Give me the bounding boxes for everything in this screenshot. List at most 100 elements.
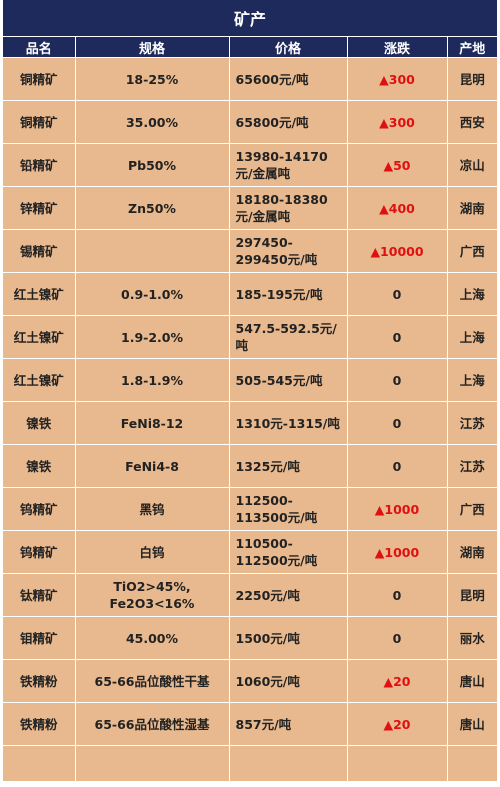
cell-name: 钛精矿 (3, 574, 75, 617)
cell-price: 857元/吨 (229, 703, 347, 746)
cell-origin: 上海 (447, 273, 497, 316)
cell-change: 0 (347, 359, 447, 402)
cell-name: 红土镍矿 (3, 359, 75, 402)
cell-name: 锌精矿 (3, 187, 75, 230)
cell-change: ▲1000 (347, 531, 447, 574)
cell-change: ▲50 (347, 144, 447, 187)
cell-origin: 丽水 (447, 617, 497, 660)
cell-price: 1325元/吨 (229, 445, 347, 488)
header-name: 品名 (3, 37, 75, 58)
cell-name: 镍铁 (3, 402, 75, 445)
cell-spec (75, 230, 229, 273)
cell-spec: 白钨 (75, 531, 229, 574)
cell-spec: 45.00% (75, 617, 229, 660)
cell-spec: Zn50% (75, 187, 229, 230)
cell-spec: Pb50% (75, 144, 229, 187)
cell-spec: 1.9-2.0% (75, 316, 229, 359)
cell-price: 185-195元/吨 (229, 273, 347, 316)
header-price: 价格 (229, 37, 347, 58)
cell-change: ▲300 (347, 58, 447, 101)
cell-change: 0 (347, 402, 447, 445)
cell-change: 0 (347, 316, 447, 359)
cell-origin: 江苏 (447, 445, 497, 488)
cell-change: ▲20 (347, 660, 447, 703)
cell-origin: 湖南 (447, 187, 497, 230)
cell-price: 65800元/吨 (229, 101, 347, 144)
cell-change: ▲10000 (347, 230, 447, 273)
header-row: 品名 规格 价格 涨跌 产地 (3, 37, 497, 58)
cell-spec: TiO2>45%, Fe2O3<16% (75, 574, 229, 617)
cell-price: 505-545元/吨 (229, 359, 347, 402)
cell-name: 铜精矿 (3, 58, 75, 101)
cell-price: 13980-14170元/金属吨 (229, 144, 347, 187)
cell-spec: FeNi4-8 (75, 445, 229, 488)
header-spec: 规格 (75, 37, 229, 58)
cell-name: 铁精粉 (3, 703, 75, 746)
cell-name: 铅精矿 (3, 144, 75, 187)
cell-origin: 昆明 (447, 58, 497, 101)
cell-price: 1310元-1315/吨 (229, 402, 347, 445)
cell-name: 红土镍矿 (3, 273, 75, 316)
cell-change: ▲20 (347, 703, 447, 746)
cell-name: 镍铁 (3, 445, 75, 488)
cell-name: 钼精矿 (3, 617, 75, 660)
cell-name: 铜精矿 (3, 101, 75, 144)
cell-origin: 上海 (447, 359, 497, 402)
cell-change: ▲300 (347, 101, 447, 144)
cell-change: 0 (347, 273, 447, 316)
cell-origin: 唐山 (447, 703, 497, 746)
cell-name: 锡精矿 (3, 230, 75, 273)
cell-spec: FeNi8-12 (75, 402, 229, 445)
cell-origin: 广西 (447, 488, 497, 531)
table-title: 矿产 (3, 0, 497, 36)
cell-change: 0 (347, 445, 447, 488)
cell-change: 0 (347, 574, 447, 617)
header-change: 涨跌 (347, 37, 447, 58)
cell-origin: 湖南 (447, 531, 497, 574)
cell-change: 0 (347, 617, 447, 660)
cell-price: 18180-18380元/金属吨 (229, 187, 347, 230)
cell-name: 红土镍矿 (3, 316, 75, 359)
cell-spec: 65-66品位酸性湿基 (75, 703, 229, 746)
cell-name: 铁精粉 (3, 660, 75, 703)
cell-spec: 65-66品位酸性干基 (75, 660, 229, 703)
cell-change: ▲1000 (347, 488, 447, 531)
cell-spec: 0.9-1.0% (75, 273, 229, 316)
cell-name: 钨精矿 (3, 488, 75, 531)
cell-price: 110500-112500元/吨 (229, 531, 347, 574)
cell-spec: 1.8-1.9% (75, 359, 229, 402)
header-origin: 产地 (447, 37, 497, 58)
cell-origin: 西安 (447, 101, 497, 144)
cell-origin: 上海 (447, 316, 497, 359)
cell-price: 65600元/吨 (229, 58, 347, 101)
cell-price: 1060元/吨 (229, 660, 347, 703)
cell-origin: 昆明 (447, 574, 497, 617)
cell-origin: 凉山 (447, 144, 497, 187)
cell-price: 297450-299450元/吨 (229, 230, 347, 273)
cell-spec: 黑钨 (75, 488, 229, 531)
cell-price: 2250元/吨 (229, 574, 347, 617)
cell-price: 112500-113500元/吨 (229, 488, 347, 531)
cell-origin: 广西 (447, 230, 497, 273)
cell-change: ▲400 (347, 187, 447, 230)
cell-spec: 35.00% (75, 101, 229, 144)
cell-origin: 唐山 (447, 660, 497, 703)
